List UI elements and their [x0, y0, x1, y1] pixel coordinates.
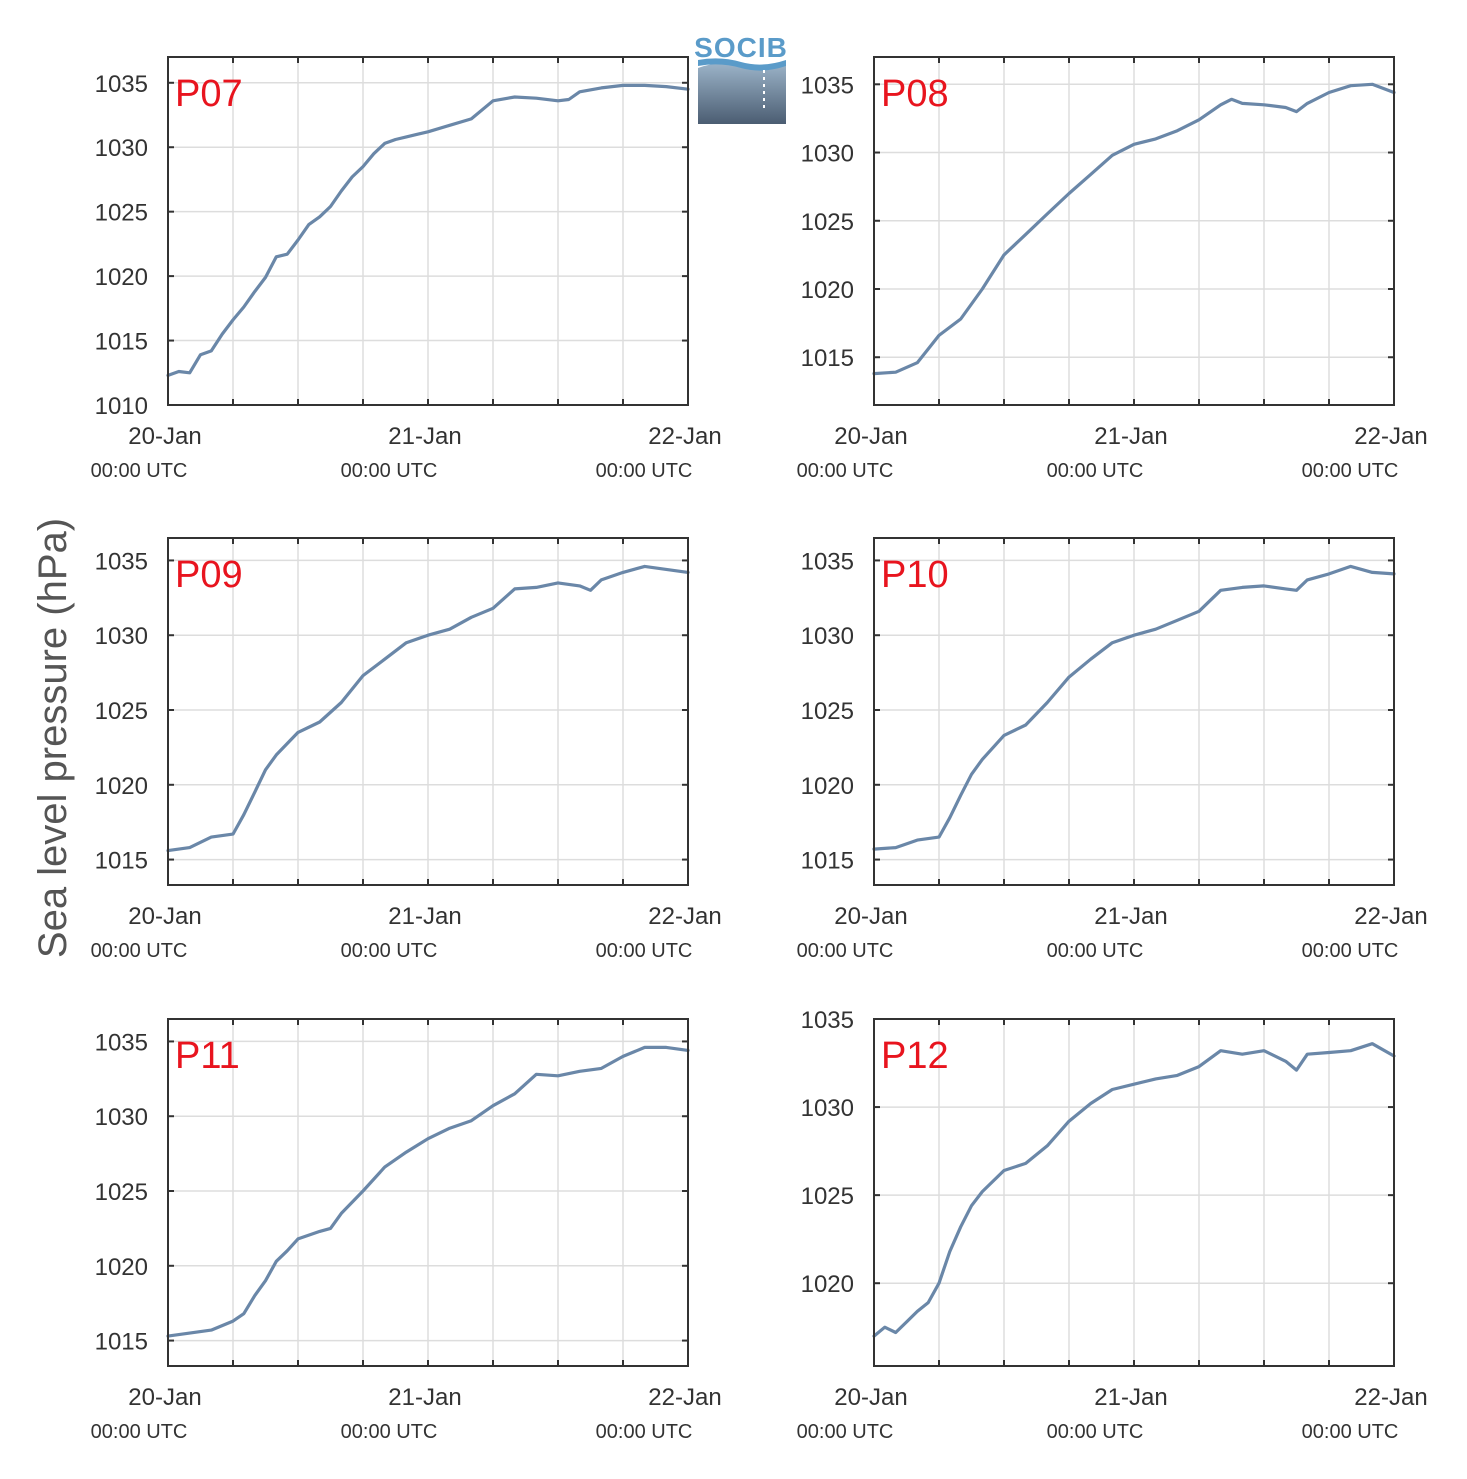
x-tick-date-label: 22-Jan [1354, 903, 1427, 930]
series-line-p08 [872, 82, 1396, 376]
x-tick-date-label: 22-Jan [1354, 1384, 1427, 1411]
y-tick-label: 1015 [95, 329, 148, 356]
x-tick-date-label: 21-Jan [1094, 423, 1167, 450]
x-tick-date-label: 20-Jan [834, 423, 907, 450]
x-tick-time-label: 00:00 UTC [1302, 460, 1399, 482]
x-tick-date-label: 20-Jan [128, 1384, 201, 1411]
axes-frame [167, 56, 689, 406]
x-tick-date-label: 21-Jan [1094, 903, 1167, 930]
x-tick-time-label: 00:00 UTC [1302, 1421, 1399, 1443]
x-tick-date-label: 20-Jan [128, 423, 201, 450]
y-tick-label: 1035 [95, 71, 148, 98]
y-tick-label: 1035 [95, 1029, 148, 1056]
y-tick-label: 1010 [95, 393, 148, 420]
panel-p10: 1015 1020 1025 1030 1035 P10 20-Jan 00:00 UTC 21… [797, 537, 1428, 962]
x-tick-time-label: 00:00 UTC [1047, 460, 1144, 482]
logo-top-wave-icon [698, 58, 786, 71]
y-tick-label: 1020 [801, 1271, 854, 1298]
y-tick-label: 1035 [95, 548, 148, 575]
y-tick-label: 1030 [801, 623, 854, 650]
x-tick-time-label: 00:00 UTC [797, 1421, 894, 1443]
y-tick-label: 1030 [801, 1095, 854, 1122]
x-tick-time-label: 00:00 UTC [797, 460, 894, 482]
y-tick-label: 1030 [95, 1104, 148, 1131]
panel-label: P09 [175, 554, 243, 596]
x-tick-date-label: 22-Jan [648, 1384, 721, 1411]
socib-logo: SOCIB [694, 32, 788, 124]
panel-p09: 1015 1020 1025 1030 1035 P09 20-Jan 00:00 UTC 21… [91, 537, 722, 962]
x-tick-time-label: 00:00 UTC [91, 460, 188, 482]
x-tick-time-label: 00:00 UTC [1047, 1421, 1144, 1443]
y-tick-label: 1035 [801, 72, 854, 99]
x-tick-date-label: 20-Jan [128, 903, 201, 930]
x-tick-time-label: 00:00 UTC [1047, 940, 1144, 962]
x-tick-date-label: 21-Jan [388, 423, 461, 450]
x-tick-time-label: 00:00 UTC [596, 1421, 693, 1443]
y-tick-label: 1015 [801, 848, 854, 875]
series-line-p10 [872, 564, 1396, 851]
y-tick-label: 1015 [95, 848, 148, 875]
panel-label: P08 [881, 73, 949, 115]
panel-label: P12 [881, 1035, 949, 1077]
panel-label: P11 [175, 1035, 240, 1077]
panel-p11: 1015 1020 1025 1030 1035 P11 20-Jan 00:00 UTC 21… [91, 1018, 722, 1443]
y-tick-label: 1020 [801, 773, 854, 800]
y-tick-label: 1025 [801, 209, 854, 236]
x-tick-time-label: 00:00 UTC [341, 940, 438, 962]
y-tick-label: 1020 [95, 1254, 148, 1281]
x-tick-date-label: 20-Jan [834, 1384, 907, 1411]
panel-p08: 1015 1020 1025 1030 1035 P08 20-Jan 00:00 UTC 21… [797, 56, 1428, 482]
x-tick-date-label: 21-Jan [388, 1384, 461, 1411]
y-tick-label: 1030 [95, 135, 148, 162]
x-tick-time-label: 00:00 UTC [1302, 940, 1399, 962]
y-tick-label: 1025 [95, 200, 148, 227]
y-axis-label: Sea level pressure (hPa) [31, 518, 75, 958]
panel-label: P10 [881, 554, 949, 596]
y-tick-label: 1035 [801, 1007, 854, 1034]
x-tick-date-label: 21-Jan [1094, 1384, 1167, 1411]
y-tick-label: 1025 [95, 698, 148, 725]
x-tick-time-label: 00:00 UTC [596, 460, 693, 482]
x-tick-time-label: 00:00 UTC [596, 940, 693, 962]
axes-frame [873, 537, 1395, 886]
series-line-p09 [166, 564, 690, 853]
panel-p12: 1020 1025 1030 1035 P12 20-Jan 00:00 UTC 21-Jan… [797, 1007, 1428, 1443]
y-tick-label: 1020 [95, 773, 148, 800]
x-tick-time-label: 00:00 UTC [797, 940, 894, 962]
y-tick-label: 1015 [95, 1329, 148, 1356]
logo-wave-icon [698, 63, 786, 124]
x-tick-time-label: 00:00 UTC [341, 460, 438, 482]
y-tick-label: 1025 [801, 1183, 854, 1210]
axes-frame [873, 56, 1395, 406]
x-tick-date-label: 22-Jan [648, 423, 721, 450]
series-line-p07 [166, 83, 690, 377]
x-tick-time-label: 00:00 UTC [91, 940, 188, 962]
y-tick-label: 1020 [95, 264, 148, 291]
panel-label: P07 [175, 73, 243, 115]
y-tick-label: 1030 [95, 623, 148, 650]
logo-text: SOCIB [694, 32, 788, 63]
x-tick-time-label: 00:00 UTC [341, 1421, 438, 1443]
series-line-p12 [872, 1042, 1396, 1338]
x-tick-time-label: 00:00 UTC [91, 1421, 188, 1443]
y-tick-label: 1030 [801, 141, 854, 168]
y-tick-label: 1025 [95, 1179, 148, 1206]
axes-frame [167, 1018, 689, 1367]
x-tick-date-label: 21-Jan [388, 903, 461, 930]
series-line-p11 [166, 1045, 690, 1338]
x-tick-date-label: 22-Jan [648, 903, 721, 930]
x-tick-date-label: 22-Jan [1354, 423, 1427, 450]
y-tick-label: 1025 [801, 698, 854, 725]
y-tick-label: 1015 [801, 345, 854, 372]
panel-p07: 1010 1015 1020 1025 1030 1035 P07 20-Jan 00:00 U… [91, 56, 722, 482]
axes-frame [873, 1018, 1395, 1367]
y-tick-label: 1020 [801, 277, 854, 304]
axes-frame [167, 537, 689, 886]
x-tick-date-label: 20-Jan [834, 903, 907, 930]
y-tick-label: 1035 [801, 548, 854, 575]
